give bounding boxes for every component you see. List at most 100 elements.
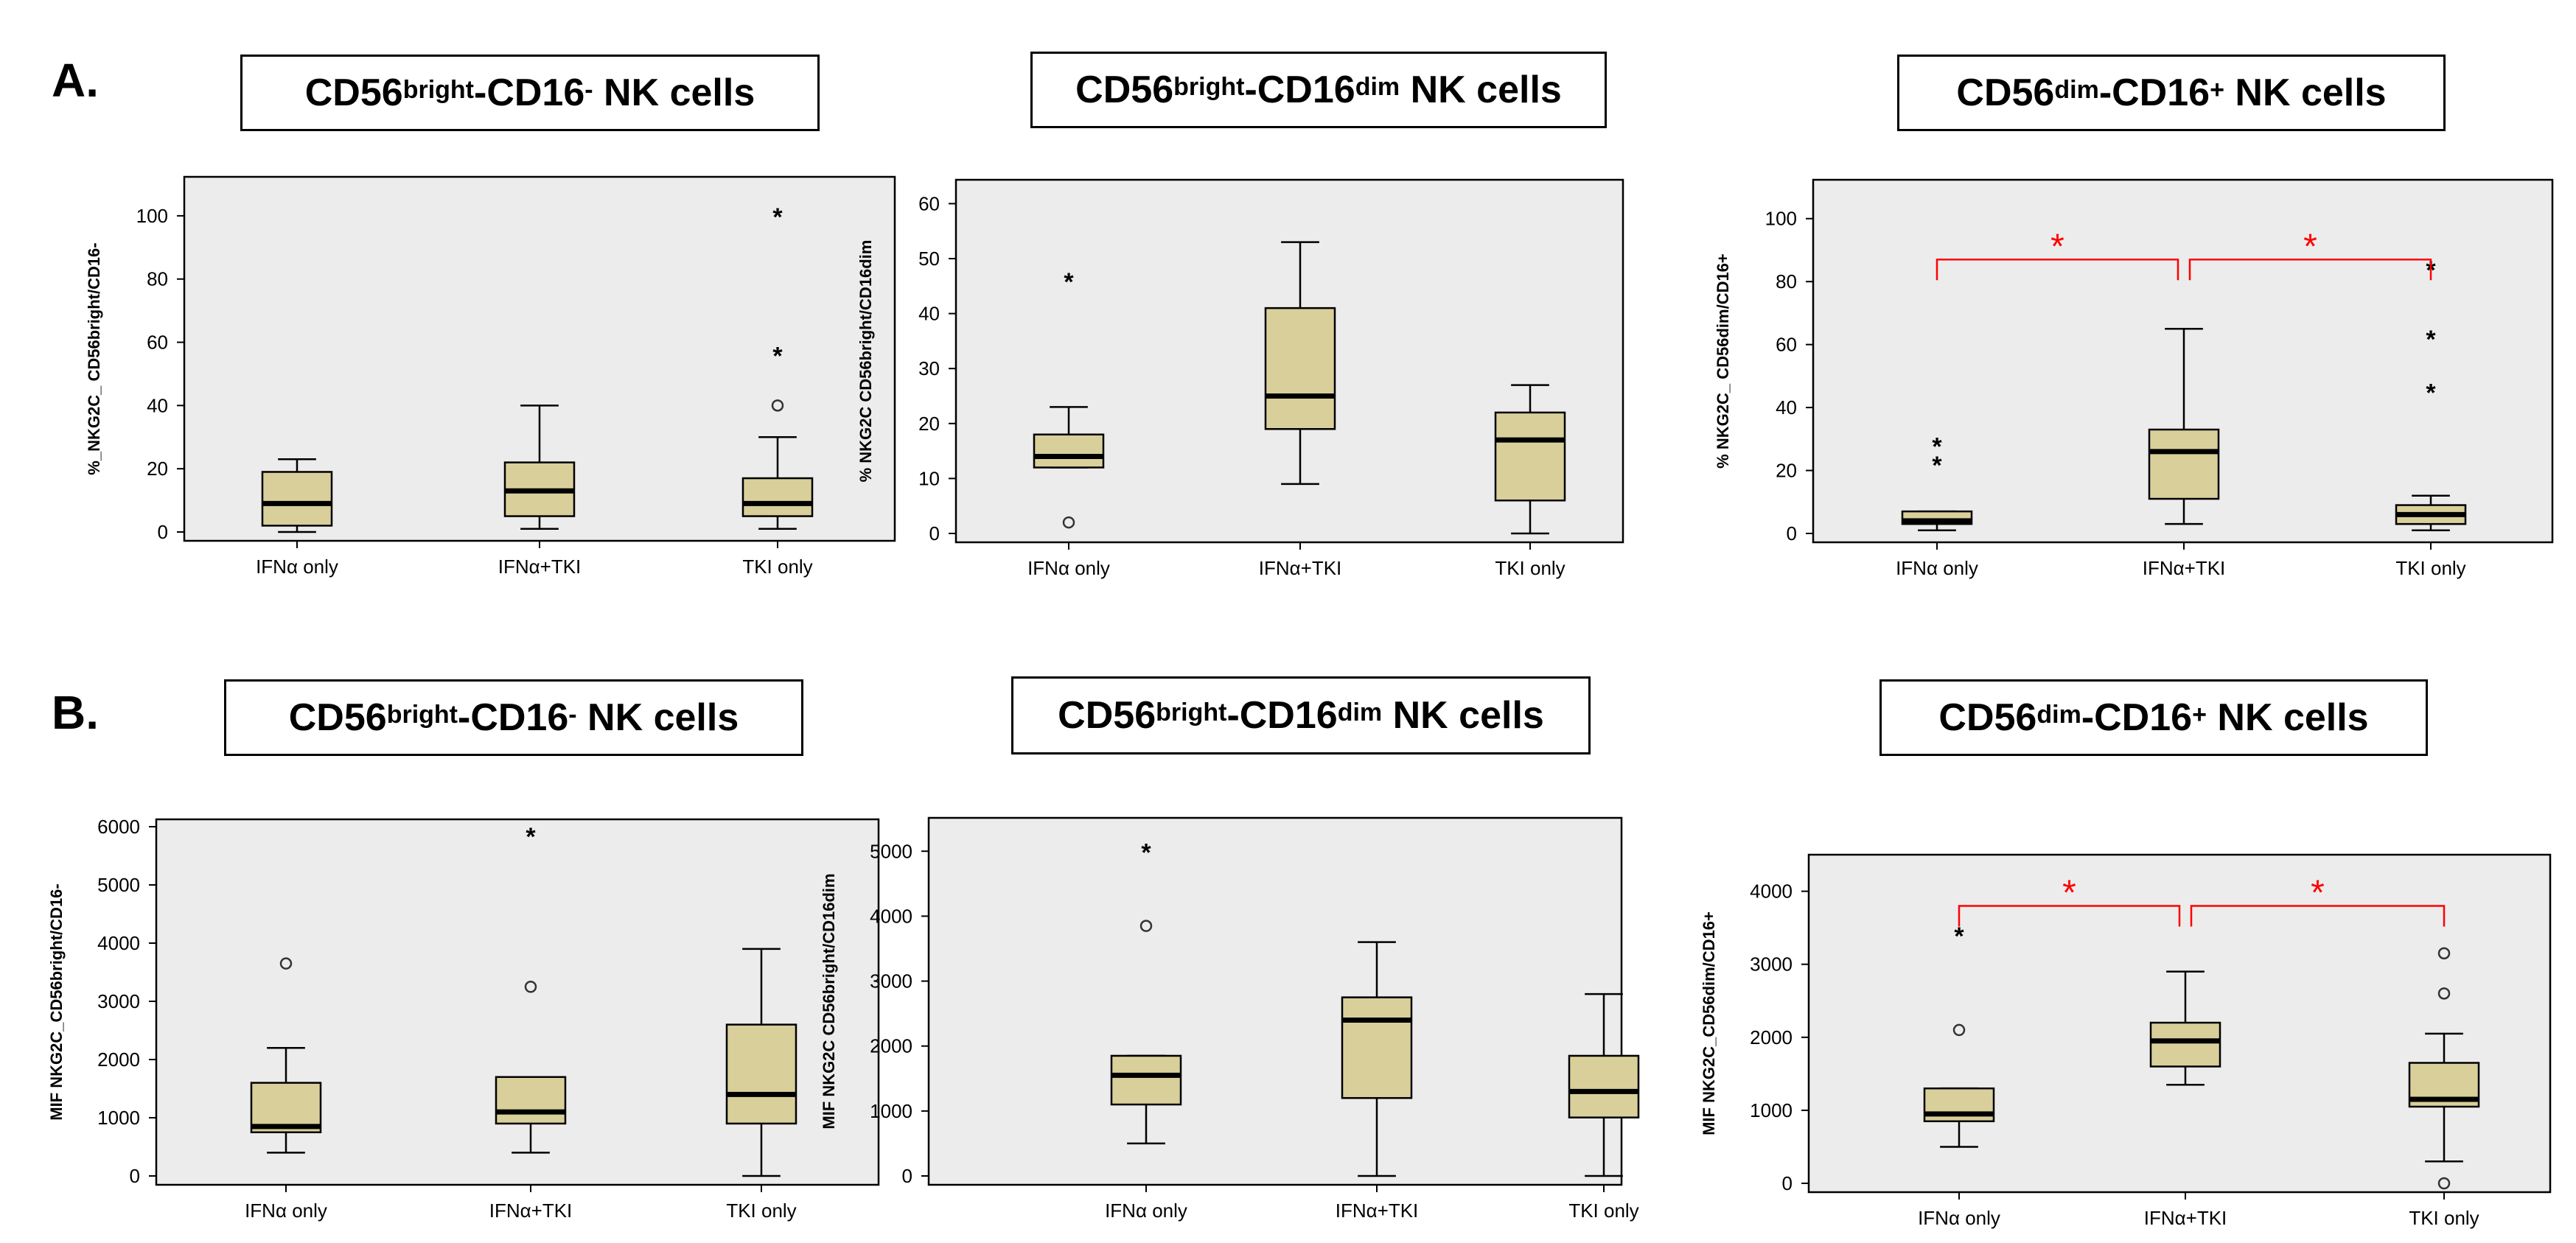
x-tick-label: IFNα only: [1896, 557, 1978, 579]
chart-5: 0 1000 2000 3000 4000 5000 MIF NKG2C CD56brigh…: [820, 816, 1640, 1222]
box-iqr: [1110, 1054, 1182, 1106]
y-tick-label: 3000: [97, 990, 140, 1012]
row-label-b: B.: [52, 686, 99, 739]
extreme-point: *: [526, 823, 536, 851]
box-iqr: [1033, 433, 1105, 469]
y-tick-label: 1000: [1750, 1099, 1793, 1121]
box-iqr: [1494, 411, 1566, 502]
y-tick-label: 3000: [870, 970, 912, 992]
y-axis-label: MIF NKG2C CD56bright/CD16dim: [820, 873, 838, 1129]
significance-label: *: [2311, 873, 2325, 912]
y-tick-label: 30: [918, 357, 940, 379]
y-tick-label: 50: [918, 248, 940, 270]
significance-label: *: [2303, 227, 2317, 266]
y-tick-label: 2000: [870, 1035, 912, 1057]
chart-title-b1: CD56 bright -CD16- NK cells: [224, 679, 803, 756]
x-tick-label: IFNα only: [256, 556, 338, 578]
y-axis-label: % NKG2C_ CD56dim/CD16+: [1714, 253, 1732, 469]
box-3: [2408, 947, 2480, 1190]
y-tick-label: 2000: [1750, 1026, 1793, 1048]
y-axis-label: % NKG2C CD56bright/CD16dim: [856, 240, 875, 483]
box-iqr: [741, 477, 814, 517]
x-tick-label: IFNα+TKI: [2143, 557, 2226, 579]
chart-4: 0 1000 2000 3000 4000 5000 6000 MIF NKG2C_CD56b…: [47, 816, 880, 1222]
box-2: [1264, 241, 1336, 486]
x-tick-label: TKI only: [1495, 557, 1565, 579]
extreme-point: *: [1932, 452, 1942, 480]
box-1: **: [1901, 433, 1973, 531]
box-2: [2149, 970, 2221, 1086]
extreme-point: *: [2426, 326, 2436, 354]
extreme-point: *: [1141, 838, 1151, 866]
y-tick-label: 80: [1776, 270, 1797, 293]
box-3: [1568, 992, 1640, 1177]
box-2: [2148, 328, 2220, 525]
y-tick-label: 40: [918, 303, 940, 325]
y-tick-label: 0: [902, 1165, 912, 1187]
outlier-point: [2437, 947, 2451, 960]
box-iqr: [1568, 1054, 1640, 1118]
y-tick-label: 0: [1782, 1172, 1793, 1194]
y-tick-label: 80: [147, 268, 168, 290]
box-iqr: [2149, 1021, 2221, 1068]
x-tick-label: TKI only: [1568, 1200, 1638, 1222]
y-tick-label: 5000: [97, 874, 140, 896]
extreme-point: *: [1954, 922, 1964, 950]
y-tick-label: 6000: [97, 816, 140, 838]
box-iqr: [1264, 307, 1336, 430]
y-tick-label: 60: [918, 192, 940, 214]
box-1: [261, 458, 333, 533]
x-tick-label: IFNα+TKI: [1259, 557, 1342, 579]
chart-title-b3: CD56 dim -CD16 + NK cells: [1879, 679, 2428, 756]
y-tick-label: 4000: [870, 905, 912, 927]
y-tick-label: 20: [918, 413, 940, 435]
chart-title-a1: CD56 bright -CD16- NK cells: [240, 55, 820, 131]
y-tick-label: 100: [1765, 208, 1797, 230]
outlier-point: [771, 399, 784, 412]
chart-3: 0 20 40 60 80 100 % NKG2C_ CD56dim/CD16+ IFNα o…: [1714, 178, 2554, 579]
x-tick-label: IFNα+TKI: [489, 1200, 573, 1222]
extreme-point: *: [772, 343, 783, 371]
chart-title-a3: CD56 dim -CD16 + NK cells: [1897, 55, 2446, 131]
extreme-point: *: [1932, 433, 1942, 461]
significance-label: *: [2062, 873, 2076, 912]
outlier-point: [279, 957, 293, 970]
chart-1: 0 20 40 60 80 100 %_NKG2C_ CD56bright/CD16- IFN…: [85, 175, 896, 578]
extreme-point: *: [2426, 379, 2436, 407]
y-tick-label: 3000: [1750, 953, 1793, 976]
y-tick-label: 5000: [870, 840, 912, 862]
extreme-point: *: [772, 203, 783, 231]
y-tick-label: 0: [158, 521, 168, 543]
outlier-point: [1952, 1023, 1966, 1037]
x-tick-label: IFNα+TKI: [498, 556, 582, 578]
y-tick-label: 0: [929, 522, 940, 545]
box-3: **: [741, 203, 814, 530]
y-axis-label: MIF NKG2C_CD56dim/CD16+: [1700, 911, 1718, 1135]
x-tick-label: IFNα only: [1027, 557, 1110, 579]
box-iqr: [2148, 428, 2220, 500]
x-tick-label: IFNα only: [1918, 1207, 2000, 1229]
y-tick-label: 1000: [870, 1100, 912, 1122]
box-iqr: [495, 1076, 567, 1125]
x-tick-label: TKI only: [742, 556, 812, 578]
y-tick-label: 1000: [97, 1107, 140, 1129]
box-3: [1494, 384, 1566, 535]
outlier-point: [1139, 920, 1153, 932]
outlier-point: [524, 981, 537, 993]
y-tick-label: 10: [918, 467, 940, 489]
significance-bracket: [2188, 259, 2432, 281]
row-label-a: A.: [52, 54, 99, 107]
box-2: [1341, 941, 1413, 1177]
y-tick-label: 4000: [97, 932, 140, 954]
box-1: *: [1033, 268, 1105, 529]
y-tick-label: 100: [136, 205, 168, 227]
significance-bracket: [2190, 905, 2446, 927]
x-tick-label: IFNα only: [1105, 1200, 1187, 1222]
y-tick-label: 4000: [1750, 880, 1793, 903]
significance-bracket: [1936, 259, 2179, 281]
chart-title-b2: CD56 bright -CD16 dim NK cells: [1011, 676, 1591, 754]
box-iqr: [261, 471, 333, 527]
box-1: [250, 957, 322, 1154]
box-2: *: [495, 823, 567, 1154]
